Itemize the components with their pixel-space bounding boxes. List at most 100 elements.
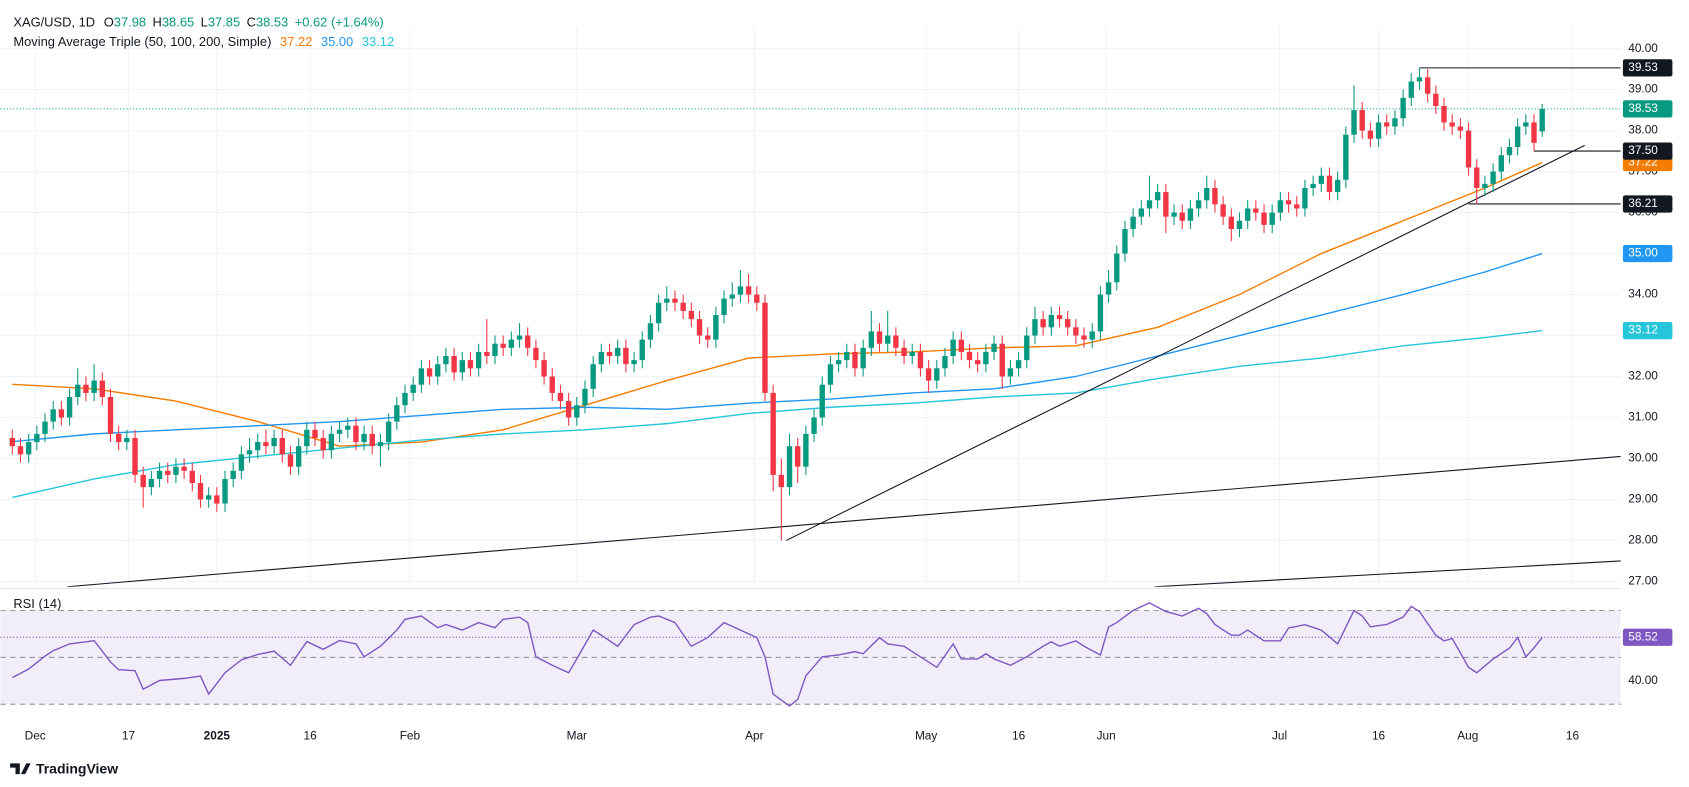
level-label: 39.53 xyxy=(1628,60,1658,74)
candle-body xyxy=(181,466,187,471)
x-tick-label: Jul xyxy=(1272,729,1287,743)
candle-body xyxy=(664,298,670,303)
candle-body xyxy=(1302,187,1308,209)
candle-body xyxy=(1015,360,1022,369)
candle-body xyxy=(34,433,40,443)
candle-body xyxy=(1474,167,1480,188)
candle-body xyxy=(868,331,875,348)
candle-body xyxy=(1187,208,1194,221)
candle-body xyxy=(492,343,498,357)
x-tick-label: 16 xyxy=(304,729,318,743)
candle-body xyxy=(1465,130,1472,168)
candle-body xyxy=(1514,126,1521,147)
open-value: 37.98 xyxy=(114,15,146,30)
x-tick-label: Mar xyxy=(567,729,587,743)
candle-body xyxy=(795,446,801,467)
trendline xyxy=(1154,560,1621,587)
candle-body xyxy=(205,495,212,500)
candle-body xyxy=(189,470,195,484)
high-value: 38.65 xyxy=(162,15,194,30)
candle-body xyxy=(623,347,629,365)
candle-body xyxy=(565,401,572,418)
rsi-last-box xyxy=(1622,628,1673,646)
y-tick-label: 39.00 xyxy=(1628,82,1658,96)
candle-body xyxy=(230,470,236,479)
candle-body xyxy=(1163,192,1169,217)
candle-body xyxy=(467,360,474,369)
candle-body xyxy=(508,339,515,348)
y-tick-label: 32.00 xyxy=(1628,369,1658,383)
candle-body xyxy=(1204,187,1210,201)
candle-body xyxy=(263,442,269,447)
candle-body xyxy=(983,351,989,365)
candle-body xyxy=(1024,335,1030,361)
candle-body xyxy=(132,437,138,475)
candle-body xyxy=(377,442,384,447)
rsi-last-label: 58.52 xyxy=(1628,629,1658,643)
candle-body xyxy=(1408,81,1414,98)
candle-body xyxy=(140,474,146,488)
candle-body xyxy=(50,409,56,422)
candle-body xyxy=(541,360,547,377)
candle-body xyxy=(173,466,179,475)
candle-body xyxy=(475,351,482,369)
candle-body xyxy=(1261,212,1267,225)
candle-body xyxy=(1351,110,1357,135)
candle-body xyxy=(525,335,531,348)
ma-value-box xyxy=(1622,321,1673,340)
rsi-name: RSI (14) xyxy=(13,596,61,611)
logo-icon xyxy=(10,763,31,775)
candle-body xyxy=(1367,130,1374,139)
header: XAG/USD, 1D O37.98 H38.65 L37.85 C38.53 +0.62… xyxy=(13,15,383,30)
axes: 27.0028.0029.0030.0031.0032.0033.0034.00… xyxy=(25,41,1673,743)
candle-body xyxy=(631,360,637,365)
candle-body xyxy=(320,437,326,451)
candle-body xyxy=(1326,175,1333,193)
candle-body xyxy=(803,433,809,467)
candle-body xyxy=(222,478,228,504)
candle-body xyxy=(655,302,662,324)
candle-body xyxy=(25,442,32,455)
level-box xyxy=(1622,59,1673,77)
candle-body xyxy=(672,298,678,303)
candle-body xyxy=(295,446,302,467)
candle-body xyxy=(312,429,318,438)
y-tick-label: 30.00 xyxy=(1628,451,1658,465)
candle-body xyxy=(1195,200,1202,209)
candle-body xyxy=(1490,171,1496,184)
indicator-name: Moving Average Triple (50, 100, 200, Sim… xyxy=(13,34,271,49)
candle-body xyxy=(721,298,727,316)
candle-body xyxy=(606,351,613,357)
candle-body xyxy=(279,437,285,455)
candle-body xyxy=(271,437,277,447)
candle-body xyxy=(418,368,425,385)
candle-body xyxy=(615,347,621,357)
candle-body xyxy=(942,356,948,369)
candle-body xyxy=(1318,175,1324,184)
candle-body xyxy=(754,294,760,303)
ma-value: 35.00 xyxy=(321,34,353,49)
candle-body xyxy=(1294,204,1300,209)
candle-body xyxy=(124,437,130,443)
candle-body xyxy=(1359,110,1365,131)
ohlc-letter: L xyxy=(201,15,208,30)
candle-body xyxy=(852,351,858,369)
level-box xyxy=(1622,142,1673,160)
rsi-line xyxy=(11,602,1543,707)
candle-body xyxy=(328,433,335,451)
candle-body xyxy=(1539,108,1545,132)
candle-body xyxy=(557,392,564,402)
candle-body xyxy=(778,474,785,488)
last-price-box xyxy=(1622,100,1673,118)
candle-body xyxy=(107,396,114,434)
candle-body xyxy=(42,421,48,434)
y-tick-label: 27.00 xyxy=(1628,574,1658,588)
candle-body xyxy=(844,351,850,361)
candle-body xyxy=(17,446,24,455)
rsi-pane xyxy=(0,602,1621,707)
candle-body xyxy=(238,454,245,471)
candle-body xyxy=(75,384,81,397)
candle-body xyxy=(1040,319,1046,328)
candle-body xyxy=(582,388,588,406)
